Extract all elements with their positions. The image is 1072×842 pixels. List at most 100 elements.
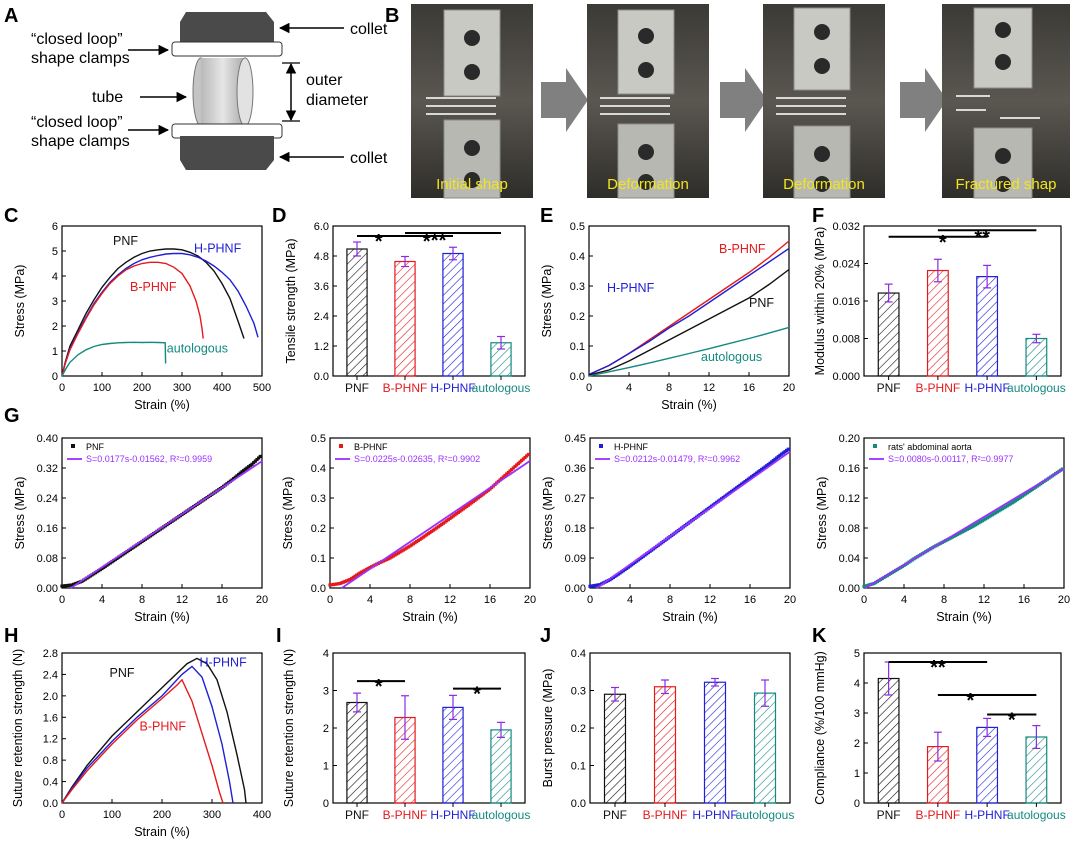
bar-PNF (346, 701, 368, 804)
data-point (416, 538, 420, 543)
category-label-PNF: PNF (877, 381, 901, 395)
data-point (250, 462, 254, 466)
data-point (481, 492, 485, 496)
data-point (979, 520, 983, 524)
outer-diameter-label-line1: outer (306, 72, 343, 89)
panel-letter-f: F (812, 205, 824, 227)
x-tick-label: 12 (704, 594, 716, 606)
data-point (781, 451, 785, 455)
chart-G3: 0.00 0.09 0.18 0.27 0.36 0.45 0 4 8 12 16 20 Strain … (541, 433, 796, 624)
photo-caption-deformation-2: Deformation (783, 176, 865, 193)
data-point (232, 477, 236, 481)
data-point (63, 584, 67, 588)
data-point (247, 465, 251, 469)
x-tick-label: 4 (627, 594, 633, 606)
data-point (461, 507, 465, 511)
data-point (593, 583, 597, 588)
data-point (386, 557, 390, 561)
data-point (350, 576, 354, 581)
data-point (358, 571, 362, 575)
category-label-H-PHNF: H-PHNF (430, 808, 475, 822)
data-point (365, 567, 369, 571)
data-point (969, 525, 973, 530)
photo-fractured: Fractured shap (942, 4, 1070, 199)
chart-I: 0 1 2 3 4 Suture retention strength (N) PNF B-P… (282, 648, 530, 822)
x-tick-label: 4 (367, 594, 373, 606)
data-point (508, 469, 512, 473)
data-point (458, 509, 462, 513)
x-tick-label: 12 (978, 594, 990, 606)
series-label-H-PHNF: H-PHNF (607, 281, 655, 295)
data-point (418, 537, 422, 541)
chart-G4: 0.00 0.04 0.08 0.12 0.16 0.20 0 4 8 12 16 20 Strain … (815, 433, 1070, 624)
x-axis-label: Strain (%) (661, 398, 717, 412)
data-point (401, 548, 405, 552)
bar-autologous (490, 729, 512, 804)
data-point (475, 497, 479, 501)
data-point (410, 543, 414, 547)
data-point (865, 583, 869, 588)
data-point (498, 478, 502, 482)
series-line-PNF (61, 248, 245, 377)
y-axis-label: Suture retention strength (N) (282, 649, 296, 807)
y-tick-label: 4 (52, 271, 58, 283)
data-point (460, 508, 464, 512)
legend-marker (71, 444, 75, 448)
data-point (513, 464, 517, 469)
chart-K: 0 1 2 3 4 5 Compliance (%/100 mmHg) PNF B-PHNF H-… (813, 648, 1066, 822)
x-tick-label: 4 (901, 594, 907, 606)
data-point (982, 518, 986, 522)
series-line-H-PHNF (588, 247, 790, 376)
data-point (1027, 490, 1031, 494)
y-axis-label: Modulus within 20% (MPa) (813, 227, 827, 376)
y-tick-label: 0.3 (570, 281, 585, 293)
significance-star: ** (930, 657, 946, 679)
data-point (60, 584, 64, 588)
data-point (466, 503, 470, 507)
data-point (425, 533, 429, 537)
y-tick-label: 3.6 (314, 281, 329, 293)
y-tick-label: 0.00 (565, 583, 586, 595)
photo-deformation-2: Deformation (763, 4, 885, 199)
x-tick-label: 12 (444, 594, 456, 606)
data-point (333, 582, 337, 586)
data-point (736, 484, 740, 489)
data-point (721, 495, 725, 500)
data-point (959, 531, 963, 535)
plot-frame (588, 225, 790, 377)
category-label-PNF: PNF (345, 381, 369, 395)
data-point (989, 514, 993, 518)
data-point (775, 456, 779, 460)
y-tick-label: 0.5 (311, 433, 326, 445)
data-point (348, 578, 352, 582)
data-point (435, 526, 439, 530)
data-point (768, 461, 772, 465)
data-point (745, 478, 749, 483)
category-label-PNF: PNF (877, 808, 901, 822)
y-tick-label: 0.4 (570, 251, 585, 263)
y-tick-label: 1 (323, 761, 329, 773)
data-point (421, 535, 425, 539)
data-point (483, 491, 487, 495)
data-point (962, 529, 966, 533)
data-point (862, 584, 866, 589)
y-axis-label: Suture retention strength (N) (11, 649, 25, 807)
data-point (363, 568, 367, 572)
data-point (398, 550, 402, 554)
legend-fit-label: S=0.0177s-0.01562, R²=0.9959 (86, 454, 212, 464)
y-tick-label: 2 (52, 321, 58, 333)
y-tick-label: 0.024 (832, 259, 860, 271)
data-point (330, 583, 334, 587)
y-tick-label: 0.3 (571, 686, 586, 698)
data-point (723, 494, 727, 498)
data-point (954, 533, 958, 537)
data-point (595, 583, 599, 587)
x-tick-label: 100 (103, 809, 121, 821)
data-point (345, 579, 349, 583)
data-point (70, 583, 74, 587)
panel-letter-d: D (272, 205, 286, 227)
plot-frame (329, 437, 531, 589)
x-tick-label: 8 (667, 594, 673, 606)
data-point (450, 515, 454, 519)
y-tick-label: 0.09 (565, 553, 586, 565)
